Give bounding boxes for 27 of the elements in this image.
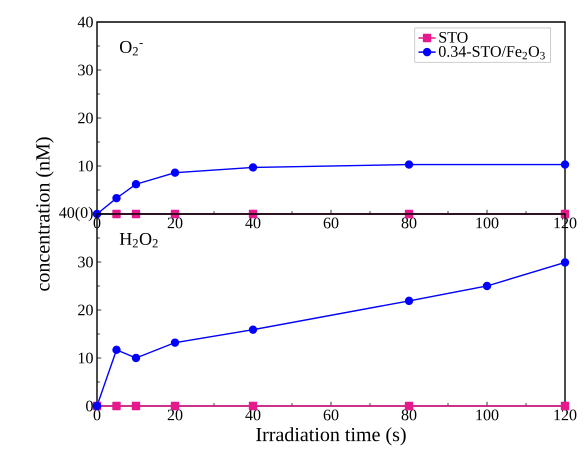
y-tick-label: 40 [78,16,93,28]
y-tick-label: 20 [78,304,93,316]
legend-label: 0.34-STO/Fe$_{2}$O$_{3}$ [438,46,545,60]
x-tick-label: 80 [402,218,416,228]
y-tick-label: 30 [78,256,93,268]
legend-label: STO [439,32,468,43]
y-axis-title: concentration (nM) [36,137,54,291]
annotation: O$_{2}$- [120,40,143,56]
x-tick-label: 60 [324,218,338,228]
x-tick-label: 120 [554,410,576,420]
x-tick-label: 0 [94,410,100,420]
x-tick-label: 80 [402,410,416,420]
x-tick-label: 40 [245,410,260,420]
annotation: H$_{2}$O$_{2}$ [120,232,158,248]
x-tick-label: 60 [324,410,338,420]
y-tick-label: 10 [78,352,93,364]
x-tick-label: 100 [476,218,498,228]
x-tick-label: 100 [476,410,498,420]
y-tick-label: 40(0) [59,206,93,222]
x-axis-title: Irradiation time (s) [256,427,406,446]
x-tick-label: 40 [245,218,260,228]
y-tick-label: 30 [78,64,93,76]
x-tick-label: 20 [168,410,182,420]
y-tick-label: 0 [86,400,93,412]
x-tick-label: 20 [168,218,182,228]
y-tick-label: 10 [78,160,93,172]
y-tick-label: 20 [78,112,93,124]
